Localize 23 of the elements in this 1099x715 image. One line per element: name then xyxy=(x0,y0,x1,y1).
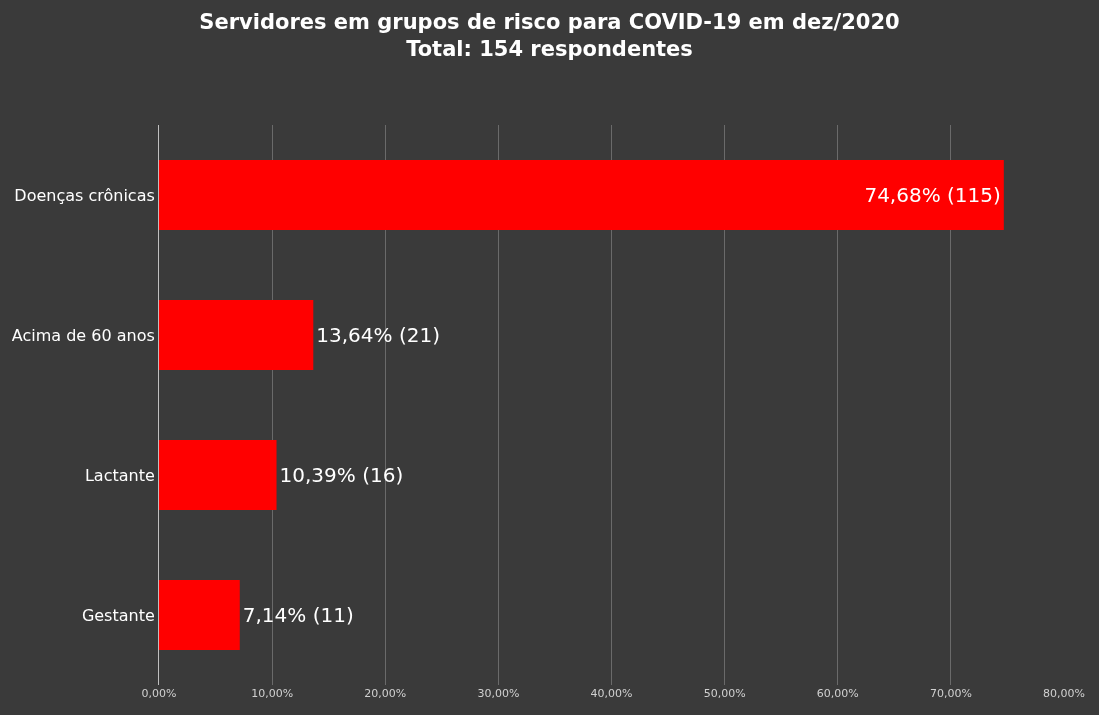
y-tick-label: Acima de 60 anos xyxy=(11,325,155,345)
bar xyxy=(159,440,277,510)
x-tick-label: 20,00% xyxy=(364,687,407,700)
x-tick-label: 60,00% xyxy=(816,687,859,700)
data-label: 10,39% (16) xyxy=(279,463,404,487)
y-tick-label: Doenças crônicas xyxy=(14,185,155,205)
bar xyxy=(159,160,1004,230)
bar xyxy=(159,580,240,650)
chart-subtitle: Total: 154 respondentes xyxy=(406,36,693,61)
data-label: 7,14% (11) xyxy=(242,603,354,627)
y-tick-label: Lactante xyxy=(84,465,155,485)
y-tick-label: Gestante xyxy=(81,605,155,625)
data-label: 13,64% (21) xyxy=(316,323,440,347)
x-tick-label: 50,00% xyxy=(703,687,746,700)
x-tick-label: 0,00% xyxy=(141,687,177,700)
x-tick-label: 80,00% xyxy=(1043,687,1085,700)
data-label: 74,68% (115) xyxy=(864,183,1001,207)
chart-title: Servidores em grupos de risco para COVID-19 em dez/2020 xyxy=(199,9,900,34)
x-tick-label: 10,00% xyxy=(251,687,294,700)
x-tick-label: 70,00% xyxy=(929,687,972,700)
x-tick-label: 30,00% xyxy=(477,687,520,700)
bar xyxy=(159,300,314,370)
x-tick-label: 40,00% xyxy=(590,687,633,700)
